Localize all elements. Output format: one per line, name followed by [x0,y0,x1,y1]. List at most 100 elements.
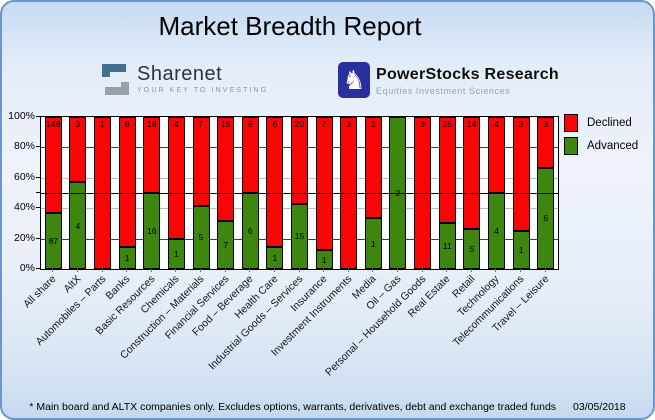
declined-value: 4 [174,119,179,129]
footer-date: 03/05/2018 [573,401,626,413]
declined-segment: 16 [143,117,161,193]
x-tick [200,269,202,272]
advanced-segment: 1 [118,247,136,269]
advanced-segment: 15 [291,203,308,269]
y-tick-50 [36,192,40,193]
advanced-segment: 11 [438,222,456,269]
advanced-segment: 1 [167,238,185,269]
declined-value: 6 [247,119,253,129]
bar-retail: 14 5 [463,117,481,269]
declined-value: 3 [346,119,352,129]
fifty-percent-line [41,193,558,194]
advanced-value: 11 [442,240,452,251]
declined-segment: 3 [512,117,530,231]
declined-swatch [564,114,578,132]
advanced-segment: 87 [44,212,62,269]
x-tick [150,269,152,272]
bar-financial-services: 15 7 [217,117,235,269]
x-tick [101,269,103,272]
legend-item-advanced: Advanced [564,137,638,155]
bar-real-estate: 25 11 [438,117,456,269]
bar-industrial-goods-services: 20 15 [291,117,308,269]
x-tick [544,269,546,272]
declined-value: 14 [467,119,477,129]
chart-plot-area: 1488734161161641751576661201571321232511… [40,116,559,270]
declined-segment: 3 [537,117,555,168]
declined-value: 3 [420,119,425,129]
y-tick-label-20: 20% [13,231,35,244]
advanced-value: 6 [543,213,549,224]
advanced-value: 1 [370,238,376,249]
declined-value: 3 [518,119,524,129]
y-tick-20 [36,237,40,239]
y-tick-80 [36,146,40,148]
declined-value: 16 [147,119,157,129]
x-tick [421,269,423,272]
x-tick [126,269,128,272]
advanced-value: 5 [469,244,475,254]
advanced-value: 5 [198,232,204,243]
powerstocks-name: PowerStocks Research [376,66,559,83]
x-tick [520,269,522,272]
x-tick [52,269,54,272]
declined-segment: 4 [167,117,185,239]
legend-label-advanced: Advanced [587,140,639,152]
advanced-segment: 1 [364,218,382,269]
page-title: Market Breadth Report [158,11,422,41]
advanced-segment: 1 [512,231,530,269]
advanced-value: 1 [174,248,179,259]
x-tick [347,269,349,272]
x-tick [224,269,226,272]
powerstocks-tagline: Equities Investment Sciences [376,86,511,96]
legend-label-declined: Declined [587,117,632,129]
x-tick [323,269,325,272]
declined-segment: 6 [118,117,136,248]
declined-segment: 14 [463,117,481,229]
declined-value: 20 [294,119,305,129]
advanced-segment: 7 [217,220,235,269]
bar-all-share: 148 87 [44,117,62,269]
declined-value: 2 [370,119,376,129]
y-tick-100 [36,116,40,117]
declined-value: 1 [100,119,105,129]
legend-item-declined: Declined [564,114,638,132]
x-tick [298,269,300,272]
footer-disclaimer: * Main board and ALTX companies only. Ex… [29,401,557,413]
sharenet-name: Sharenet [137,63,223,85]
advanced-segment: 6 [241,193,259,269]
advanced-segment: 4 [487,193,505,269]
footer: * Main board and ALTX companies only. Ex… [2,401,653,413]
advanced-swatch [564,137,578,155]
chart-legend: Declined Advanced [564,114,638,160]
x-tick [446,269,448,272]
declined-segment: 6 [241,117,259,193]
x-axis-labels: All share AltX Automobiles – Parts Banks Bas… [21,270,557,400]
advanced-value: 4 [494,226,499,236]
y-tick-40 [36,207,40,209]
advanced-value: 4 [75,220,81,231]
advanced-segment: 4 [69,182,87,269]
advanced-value: 15 [294,231,305,242]
sharenet-logo: Sharenet YOUR KEY TO INVESTING [101,63,268,101]
knight-chess-icon: ♞ [338,62,370,98]
advanced-segment: 1 [315,250,333,269]
x-tick [249,269,251,272]
advanced-value: 87 [48,235,59,246]
declined-segment: 2 [364,117,382,219]
bar-basic-resources: 16 16 [143,117,161,269]
y-tick-label-40: 40% [13,201,35,214]
advanced-value: 16 [147,226,157,236]
declined-segment: 7 [192,117,210,206]
y-tick-label-0: 0% [19,262,35,274]
x-tick [470,269,472,272]
declined-value: 6 [272,119,278,129]
y-tick-label-60: 60% [13,170,35,183]
